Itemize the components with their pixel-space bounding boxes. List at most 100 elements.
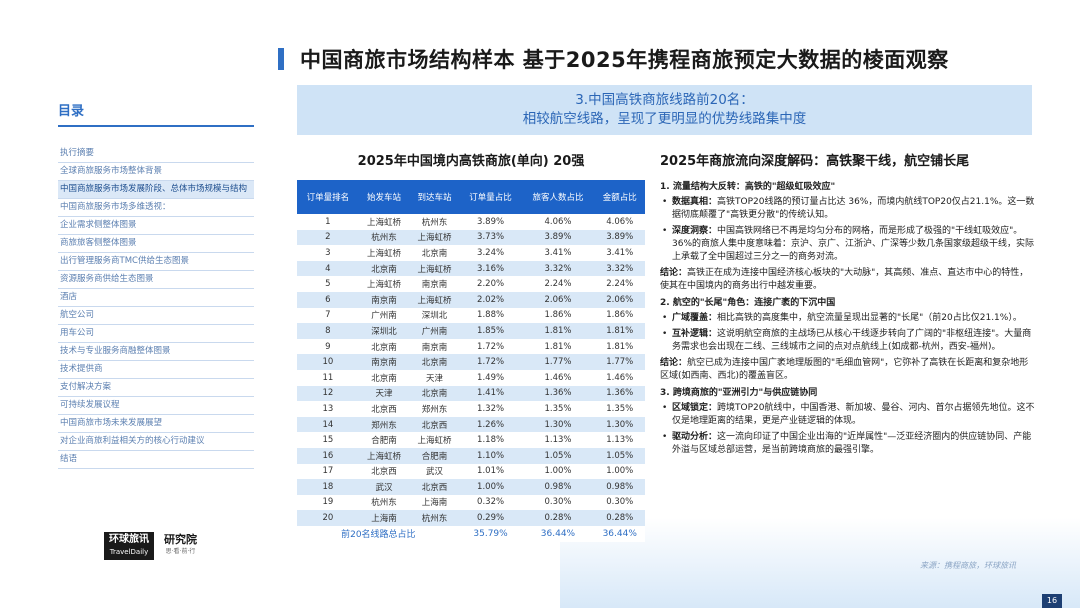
logo-b-main: 研究院 — [164, 533, 197, 546]
cell-amount-share: 1.81% — [594, 339, 645, 355]
toc-list: 执行摘要 全球商旅服务市场整体背景 中国商旅服务市场发展阶段、总体市场规模与结构 中国… — [58, 145, 254, 469]
col-header-passenger-share: 旅客人数占比 — [521, 180, 594, 214]
cell-origin: 上海虹桥 — [359, 276, 409, 292]
cell-passenger-share: 1.81% — [521, 339, 594, 355]
col-header-rank: 订单量排名 — [297, 180, 359, 214]
conclusion-text: 航空已成为连接中国广袤地理版图的"毛细血管网"，它弥补了高铁在长距离和复杂地形区… — [660, 358, 1028, 381]
bullet-label: 广域覆盖： — [672, 313, 717, 323]
toc-item[interactable]: 技术与专业服务商融整体图景 — [58, 343, 254, 361]
cell-destination: 郑州东 — [409, 401, 459, 417]
section-1-bullet-1: 数据真相：高铁TOP20线路的预订量占比达 36%，而境内航线TOP20仅占21… — [660, 196, 1035, 222]
bullet-text: 这说明航空商旅的主战场已从核心干线逐步转向了广阔的"非枢纽连接"。大量商务需求也… — [672, 329, 1031, 352]
cell-amount-share: 1.46% — [594, 370, 645, 386]
cell-order-share: 0.32% — [460, 495, 522, 511]
toc-item[interactable]: 出行管理服务商TMC供给生态图景 — [58, 253, 254, 271]
cell-amount-share: 1.30% — [594, 417, 645, 433]
cell-passenger-share: 2.06% — [521, 292, 594, 308]
cell-amount-share: 1.35% — [594, 401, 645, 417]
cell-passenger-share: 1.30% — [521, 417, 594, 433]
toc-item[interactable]: 商旅旅客侧整体图景 — [58, 235, 254, 253]
cell-destination: 广州南 — [409, 323, 459, 339]
toc-item[interactable]: 航空公司 — [58, 307, 254, 325]
toc-item[interactable]: 企业需求侧整体图景 — [58, 217, 254, 235]
table-row: 3 上海虹桥 北京南 3.24% 3.41% 3.41% — [297, 245, 645, 261]
analysis-title: 2025年商旅流向深度解码：高铁聚干线，航空铺长尾 — [660, 150, 1040, 169]
cell-origin: 合肥南 — [359, 432, 409, 448]
cell-rank: 6 — [297, 292, 359, 308]
cell-rank: 3 — [297, 245, 359, 261]
toc-item[interactable]: 中国商旅服务市场多维透视： — [58, 199, 254, 217]
bullet-label: 区域锁定： — [672, 403, 717, 413]
cell-origin: 上海虹桥 — [359, 245, 409, 261]
rail-routes-table: 订单量排名 始发车站 到达车站 订单量占比 旅客人数占比 金额占比 1 上海虹桥杭… — [297, 180, 645, 542]
section-2-bullet-2: 互补逻辑：这说明航空商旅的主战场已从核心干线逐步转向了广阔的"非枢纽连接"。大量… — [660, 328, 1035, 354]
cell-order-share: 1.49% — [460, 370, 522, 386]
cell-destination: 天津 — [409, 370, 459, 386]
cell-origin: 北京南 — [359, 370, 409, 386]
cell-passenger-share: 1.00% — [521, 464, 594, 480]
cell-order-share: 1.01% — [460, 464, 522, 480]
cell-order-share: 0.29% — [460, 510, 522, 526]
source-note: 来源：携程商旅，环球旅讯 — [920, 560, 1016, 571]
total-order-share: 35.79% — [460, 526, 522, 542]
toc-item[interactable]: 中国商旅服务市场发展阶段、总体市场规模与结构 — [58, 181, 254, 199]
cell-passenger-share: 0.30% — [521, 495, 594, 511]
cell-rank: 1 — [297, 214, 359, 230]
toc-item[interactable]: 支付解决方案 — [58, 379, 254, 397]
conclusion-label: 结论： — [660, 358, 687, 368]
toc-item[interactable]: 对企业商旅利益相关方的核心行动建议 — [58, 433, 254, 451]
toc-item[interactable]: 全球商旅服务市场整体背景 — [58, 163, 254, 181]
col-header-amount-share: 金额占比 — [594, 180, 645, 214]
cell-passenger-share: 1.77% — [521, 354, 594, 370]
toc-item[interactable]: 中国商旅市场未来发展展望 — [58, 415, 254, 433]
cell-destination: 上海虹桥 — [409, 292, 459, 308]
section-2-conclusion: 结论：航空已成为连接中国广袤地理版图的"毛细血管网"，它弥补了高铁在长距离和复杂… — [660, 357, 1035, 383]
cell-origin: 深圳北 — [359, 323, 409, 339]
table-row: 10 南京南 北京南 1.72% 1.77% 1.77% — [297, 354, 645, 370]
cell-destination: 北京西 — [409, 417, 459, 433]
table-row: 6 南京南 上海虹桥 2.02% 2.06% 2.06% — [297, 292, 645, 308]
cell-passenger-share: 1.86% — [521, 308, 594, 324]
cell-order-share: 1.85% — [460, 323, 522, 339]
toc-item[interactable]: 酒店 — [58, 289, 254, 307]
cell-destination: 北京南 — [409, 245, 459, 261]
toc-item[interactable]: 技术提供商 — [58, 361, 254, 379]
page-title: 中国商旅市场结构样本 基于2025年携程商旅预定大数据的棱面观察 — [300, 44, 949, 74]
table-header-row: 订单量排名 始发车站 到达车站 订单量占比 旅客人数占比 金额占比 — [297, 180, 645, 214]
cell-order-share: 1.72% — [460, 339, 522, 355]
toc-item[interactable]: 执行摘要 — [58, 145, 254, 163]
traveldaily-logo: 环球旅讯 TravelDaily — [104, 532, 154, 560]
logo-row: 环球旅讯 TravelDaily 研究院 思·看·前·行 — [104, 532, 197, 560]
toc-item[interactable]: 结语 — [58, 451, 254, 469]
cell-origin: 北京南 — [359, 261, 409, 277]
cell-amount-share: 1.77% — [594, 354, 645, 370]
cell-order-share: 1.32% — [460, 401, 522, 417]
cell-rank: 8 — [297, 323, 359, 339]
cell-destination: 南京南 — [409, 339, 459, 355]
section-1-heading: 1. 流量结构大反转：高铁的"超级虹吸效应" — [660, 181, 1035, 194]
cell-origin: 广州南 — [359, 308, 409, 324]
toc-item[interactable]: 资源服务商供给生态图景 — [58, 271, 254, 289]
cell-passenger-share: 1.05% — [521, 448, 594, 464]
bullet-label: 互补逻辑： — [672, 329, 717, 339]
cell-origin: 杭州东 — [359, 495, 409, 511]
cell-order-share: 3.16% — [460, 261, 522, 277]
section-1-conclusion: 结论：高铁正在成为连接中国经济核心板块的"大动脉"，其高频、准点、直达市中心的特… — [660, 267, 1035, 293]
cell-order-share: 1.41% — [460, 386, 522, 402]
col-header-destination: 到达车站 — [409, 180, 459, 214]
toc-item[interactable]: 用车公司 — [58, 325, 254, 343]
cell-destination: 北京西 — [409, 479, 459, 495]
cell-amount-share: 1.00% — [594, 464, 645, 480]
table-row: 14 郑州东 北京西 1.26% 1.30% 1.30% — [297, 417, 645, 433]
cell-passenger-share: 4.06% — [521, 214, 594, 230]
research-institute-logo: 研究院 思·看·前·行 — [164, 534, 197, 558]
cell-destination: 杭州东 — [409, 510, 459, 526]
banner-line-2: 相较航空线路，呈现了更明显的优势线路集中度 — [297, 110, 1032, 129]
cell-order-share: 1.88% — [460, 308, 522, 324]
toc-item[interactable]: 可持续发展议程 — [58, 397, 254, 415]
cell-rank: 17 — [297, 464, 359, 480]
cell-origin: 上海虹桥 — [359, 214, 409, 230]
table-row: 18 武汉 北京西 1.00% 0.98% 0.98% — [297, 479, 645, 495]
cell-rank: 19 — [297, 495, 359, 511]
section-1-bullet-2: 深度洞察：中国高铁网络已不再是均匀分布的网格，而是形成了极强的"干线虹吸效应"。… — [660, 225, 1035, 264]
